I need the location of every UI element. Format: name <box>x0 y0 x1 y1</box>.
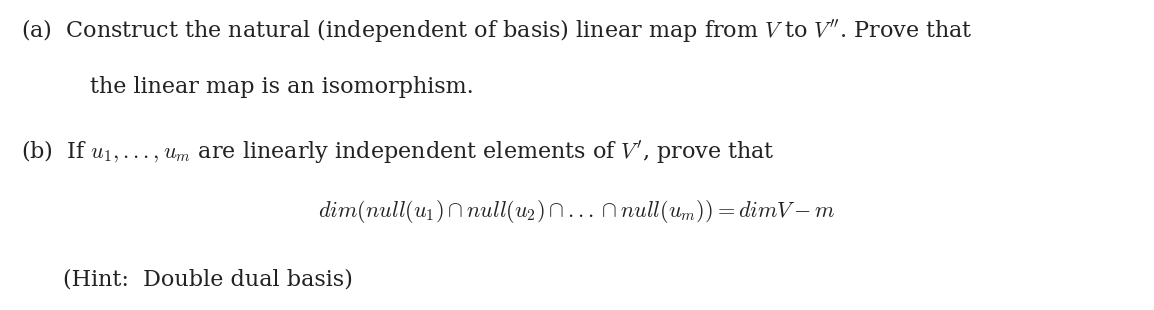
Text: (a)  Construct the natural (independent of basis) linear map from $V$ to $V''$. : (a) Construct the natural (independent o… <box>21 17 973 44</box>
Text: (b)  If $u_1, ..., u_m$ are linearly independent elements of $V'$, prove that: (b) If $u_1, ..., u_m$ are linearly inde… <box>21 138 774 165</box>
Text: (Hint:  Double dual basis): (Hint: Double dual basis) <box>63 268 353 290</box>
Text: the linear map is an isomorphism.: the linear map is an isomorphism. <box>90 76 474 98</box>
Text: $dim(null(u_1) \cap null(u_2) \cap ... \cap null(u_m)) = dimV - m$: $dim(null(u_1) \cap null(u_2) \cap ... \… <box>319 198 835 225</box>
